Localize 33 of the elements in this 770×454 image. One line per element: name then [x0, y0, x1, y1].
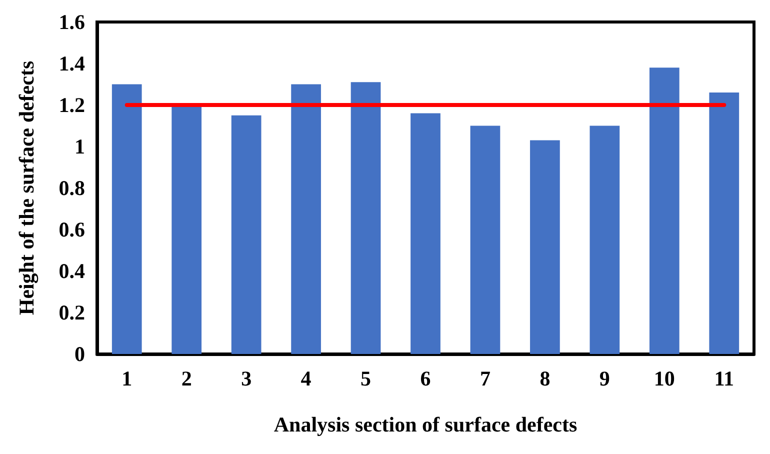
y-tick-label: 1: [74, 134, 85, 158]
x-tick-label: 8: [540, 366, 550, 390]
y-tick-label: 0.6: [58, 218, 85, 242]
bar: [709, 92, 740, 354]
bar: [590, 126, 620, 354]
bar: [470, 126, 500, 354]
x-tick-label: 3: [241, 366, 252, 390]
y-tick-label: 1.4: [58, 52, 86, 76]
bar: [231, 115, 262, 354]
x-tick-label: 4: [300, 366, 312, 390]
y-tick-label: 0: [74, 342, 85, 366]
bar: [410, 113, 440, 354]
x-tick-label: 2: [181, 366, 192, 390]
y-tick-label: 0.2: [58, 300, 85, 324]
bar: [112, 84, 142, 354]
y-axis-title: Height of the surface defects: [14, 60, 38, 316]
y-tick-label: 1.6: [58, 10, 85, 34]
bar: [291, 84, 321, 354]
x-tick-label: 1: [122, 366, 132, 390]
x-tick-label: 10: [654, 366, 675, 390]
x-tick-label: 11: [714, 366, 734, 390]
y-tick-label: 1.2: [58, 93, 85, 117]
bar: [649, 68, 680, 354]
x-axis-title: Analysis section of surface defects: [274, 412, 578, 436]
y-tick-label: 0.8: [58, 176, 85, 200]
x-tick-label: 7: [480, 366, 490, 390]
y-tick-label: 0.4: [58, 259, 86, 283]
x-tick-label: 6: [420, 366, 431, 390]
bar: [172, 105, 202, 354]
bar: [350, 82, 381, 354]
x-tick-label: 5: [360, 366, 372, 390]
bar: [530, 140, 560, 354]
x-tick-label: 9: [599, 366, 610, 390]
